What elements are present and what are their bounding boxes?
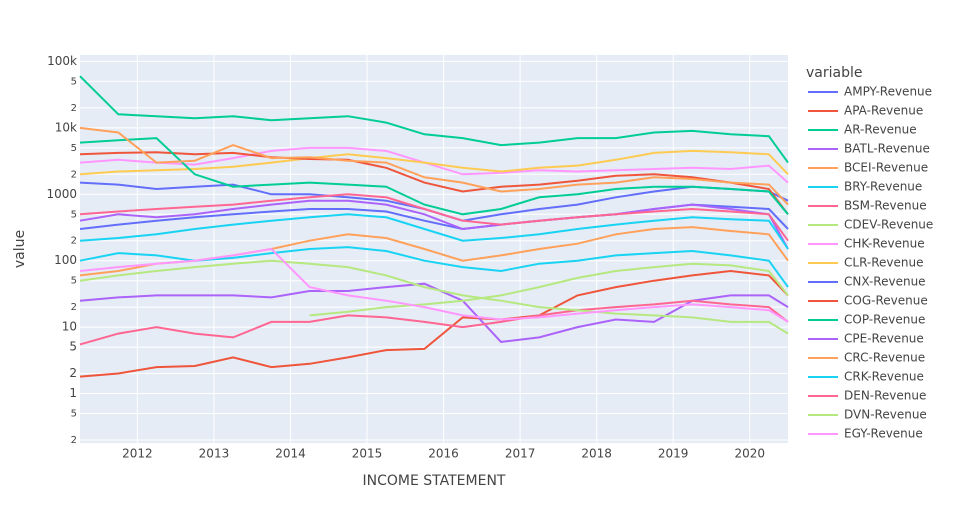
legend-label: DVN-Revenue — [844, 408, 927, 422]
y-tick-label: 5 — [69, 340, 77, 354]
series-line — [79, 149, 789, 176]
legend-label: CDEV-Revenue — [844, 218, 933, 232]
legend-label: CNX-Revenue — [844, 275, 926, 289]
legend-label: BCEI-Revenue — [844, 161, 928, 175]
y-tick-label: 10 — [62, 320, 77, 334]
legend-label: EGY-Revenue — [844, 427, 923, 441]
series-line — [79, 126, 789, 206]
series-line — [79, 247, 789, 323]
legend-label: CLR-Revenue — [844, 256, 924, 270]
y-tick-label: 2 — [71, 236, 77, 247]
legend-title: variable — [806, 65, 862, 81]
plot-background — [80, 55, 788, 443]
series-line — [79, 137, 789, 216]
x-tick-label: 2020 — [734, 447, 765, 461]
legend-label: BRY-Revenue — [844, 180, 922, 194]
series-line — [309, 262, 789, 317]
series-line — [79, 75, 789, 164]
y-tick-label: 5 — [71, 276, 77, 287]
x-tick-label: 2018 — [581, 447, 612, 461]
legend-label: CHK-Revenue — [844, 237, 925, 251]
series-line — [79, 193, 789, 242]
lines — [79, 75, 789, 378]
x-tick-label: 2015 — [352, 447, 383, 461]
y-tick-label: 5 — [71, 143, 77, 154]
y-tick-label: 2 — [69, 366, 77, 380]
legend-label: CRK-Revenue — [844, 370, 924, 384]
y-tick-label: 10k — [55, 120, 77, 134]
legend: AMPY-Revenue APA-Revenue AR-Revenue BATL-Re… — [808, 85, 933, 441]
legend-label: AR-Revenue — [844, 123, 917, 137]
legend-label: BATL-Revenue — [844, 142, 930, 156]
y-tick-label: 2 — [71, 302, 77, 313]
x-tick-label: 2014 — [275, 447, 306, 461]
x-tick-label: 2013 — [199, 447, 230, 461]
series-line — [79, 146, 789, 184]
x-axis-title: INCOME STATEMENT — [363, 473, 506, 489]
y-tick-label: 100k — [47, 54, 77, 68]
y-tick-label: 2 — [71, 103, 77, 114]
series-line — [79, 299, 789, 346]
y-tick-label: 1000 — [46, 187, 77, 201]
y-tick-label: 5 — [71, 76, 77, 87]
series-line — [79, 259, 789, 335]
y-tick-label: 5 — [71, 409, 77, 420]
y-axis-title: value — [12, 230, 28, 268]
series-line — [79, 269, 789, 378]
x-tick-label: 2012 — [122, 447, 153, 461]
series-line — [79, 199, 789, 250]
x-tick-label: 2016 — [428, 447, 459, 461]
legend-label: BSM-Revenue — [844, 199, 927, 213]
grid — [80, 55, 788, 443]
legend-label: APA-Revenue — [844, 104, 923, 118]
x-tick-label: 2019 — [658, 447, 689, 461]
y-tick-label: 2 — [71, 435, 77, 446]
legend-label: CRC-Revenue — [844, 351, 925, 365]
series-line — [79, 213, 789, 250]
legend-label: COP-Revenue — [844, 313, 925, 327]
y-tick-label: 1 — [69, 386, 77, 400]
x-tick-label: 2017 — [505, 447, 536, 461]
legend-label: CPE-Revenue — [844, 332, 924, 346]
legend-label: DEN-Revenue — [844, 389, 926, 403]
y-tick-label: 5 — [71, 209, 77, 220]
y-tick-label: 100 — [54, 253, 77, 267]
series-line — [79, 151, 789, 215]
y-tick-label: 2 — [71, 169, 77, 180]
legend-label: AMPY-Revenue — [844, 85, 932, 99]
legend-label: COG-Revenue — [844, 294, 928, 308]
